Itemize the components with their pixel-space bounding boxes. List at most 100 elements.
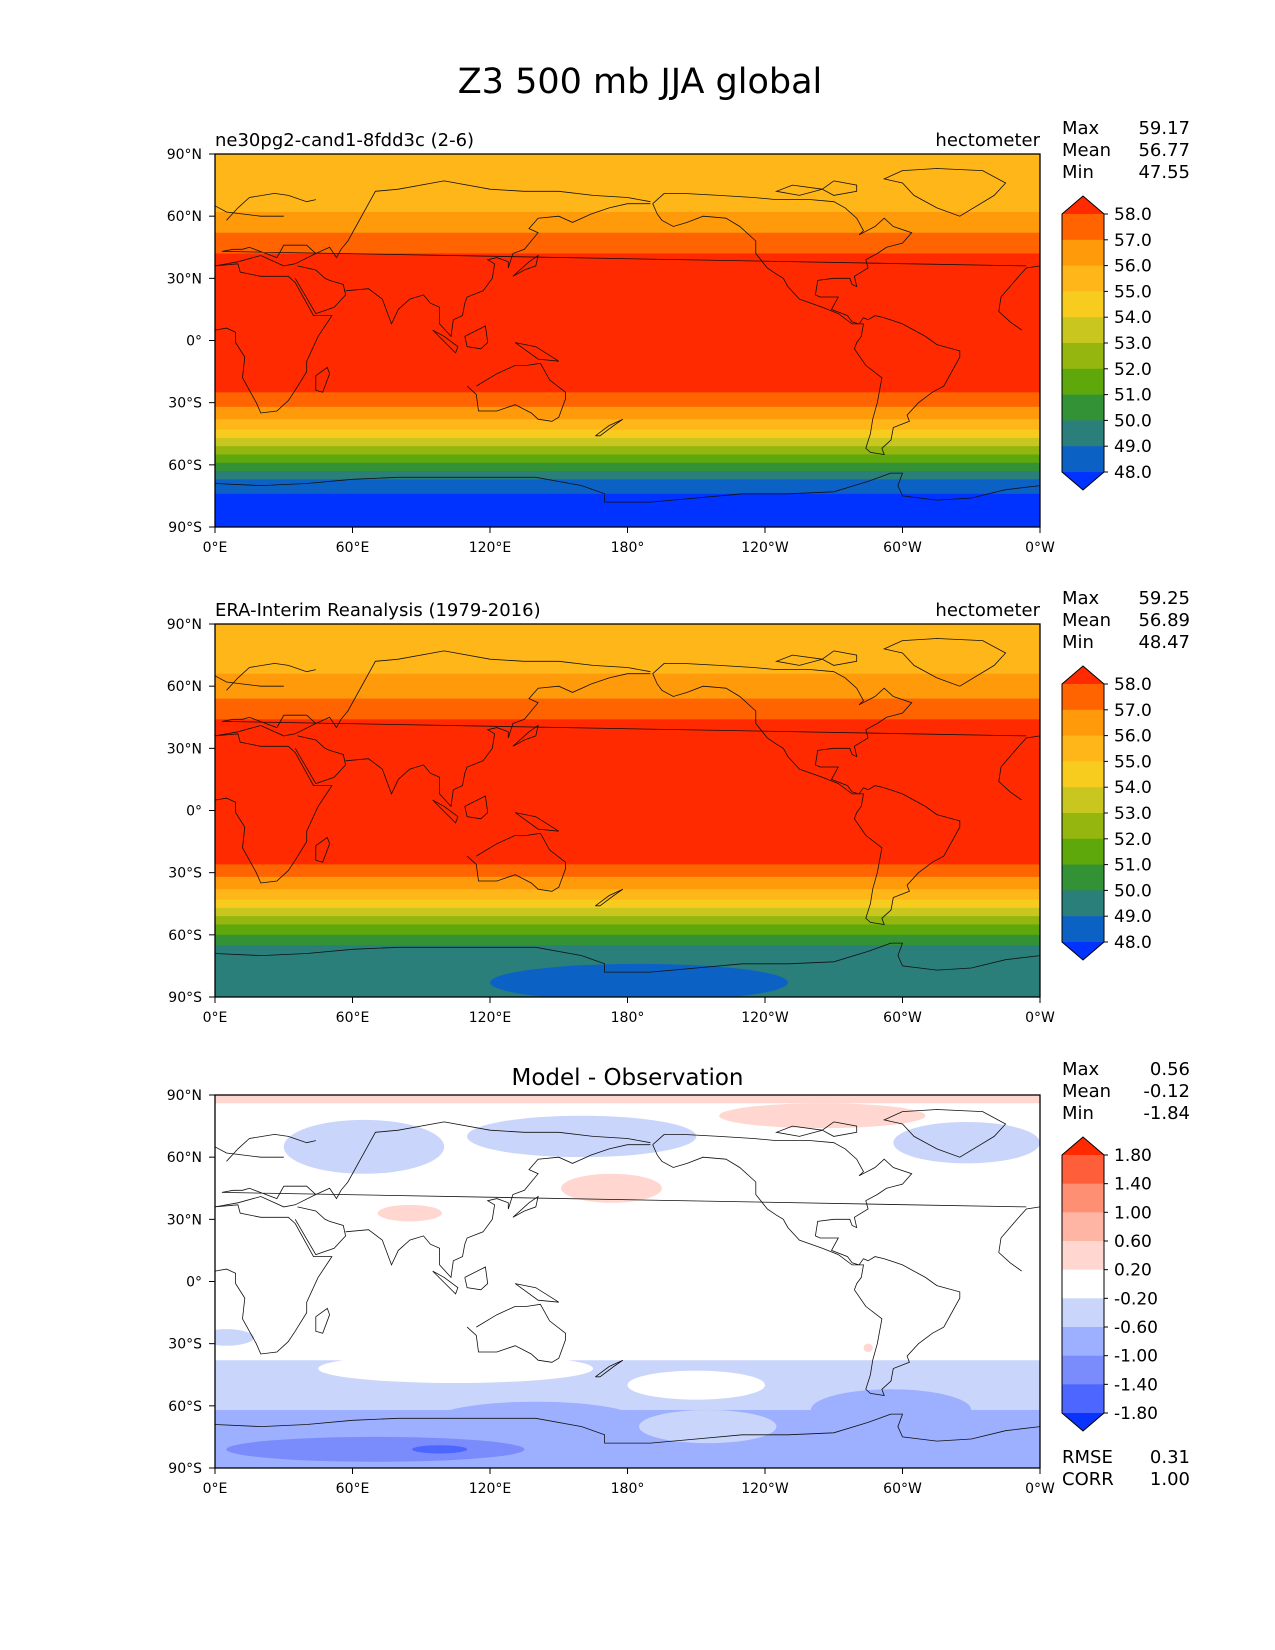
lon-tick-label: 180°: [611, 1481, 645, 1497]
coastline: [215, 942, 1040, 973]
colorbar-segment: [1062, 317, 1104, 344]
lon-tick-label: 0°W: [1025, 1481, 1055, 1497]
contour-band: [215, 876, 1040, 890]
lat-tick-label: 60°S: [168, 1399, 202, 1415]
stat-label: CORR: [1062, 1469, 1114, 1490]
coastline: [466, 832, 566, 892]
contour-anomaly: [377, 1204, 442, 1222]
lat-tick-label: 0°: [186, 334, 202, 350]
colorbar-label: 57.0: [1114, 701, 1152, 721]
stat-value: 0.31: [1150, 1447, 1190, 1468]
coastline: [315, 366, 330, 393]
colorbar-segment: [1062, 1241, 1104, 1271]
colorbar-label: 52.0: [1114, 830, 1152, 850]
lat-tick-label: 30°S: [168, 1337, 202, 1353]
colorbar-segment: [1062, 864, 1104, 891]
stat-label: Min: [1062, 1103, 1094, 1124]
lon-tick-label: 0°W: [1025, 540, 1055, 556]
coastline: [882, 168, 1007, 217]
coastline: [345, 673, 651, 808]
plot-area-difference: [215, 1095, 1040, 1468]
panel-reference: 90°N 60°N 30°N 0° 30°S 60°S 90°S0°E 60°E 120°E 18…: [167, 588, 1190, 1026]
lat-tick-label: 90°S: [168, 520, 202, 536]
panel-difference: 90°N 60°N 30°N 0° 30°S 60°S 90°S0°E 60°E 120°E 18…: [167, 1059, 1190, 1497]
contour-anomaly: [810, 1389, 972, 1431]
colorbar: 1.80 1.40 1.00 0.60 0.20 -0.20 -0.60 -1.00 -1.40…: [1061, 1136, 1158, 1432]
contour-band: [215, 719, 1040, 865]
panel-left-title: ERA-Interim Reanalysis (1979-2016): [215, 600, 541, 621]
coastline: [226, 662, 316, 691]
coastline: [652, 663, 961, 925]
contour-anomaly: [490, 963, 788, 997]
coastline: [652, 193, 961, 455]
colorbar-label: 56.0: [1114, 727, 1152, 747]
lat-tick-label: 0°: [186, 804, 202, 820]
colorbar-extend-top: [1062, 1137, 1104, 1155]
coastline: [514, 342, 560, 362]
coastline: [514, 812, 560, 832]
colorbar-extend-bottom: [1062, 942, 1104, 960]
coastline: [595, 888, 624, 907]
colorbar-segment: [1062, 735, 1104, 762]
colorbar-segment: [1062, 1384, 1104, 1414]
stat-value: -0.12: [1143, 1081, 1190, 1102]
coastline: [215, 472, 1040, 503]
panel-units-label: hectometer: [935, 130, 1040, 151]
lon-tick-label: 60°E: [336, 1481, 370, 1497]
stat-label: Max: [1062, 118, 1100, 139]
coastline: [595, 418, 624, 437]
lon-tick-label: 0°E: [203, 540, 228, 556]
lon-tick-label: 180°: [611, 540, 645, 556]
contour-anomaly: [893, 1121, 1040, 1164]
colorbar: 58.0 57.0 56.0 55.0 54.0 53.0 52.0 51.0 50.0 49.0…: [1061, 195, 1152, 491]
lon-tick-label: 60°W: [883, 540, 922, 556]
colorbar-segment: [1062, 838, 1104, 865]
lon-tick-label: 60°W: [883, 1481, 922, 1497]
lon-tick-label: 120°E: [469, 540, 512, 556]
coastline: [432, 1270, 459, 1295]
coastline: [464, 795, 489, 820]
lon-tick-label: 120°W: [741, 1010, 789, 1026]
stat-label: Mean: [1062, 140, 1111, 161]
lat-tick-label: 30°S: [168, 396, 202, 412]
contour-band: [215, 934, 1040, 946]
colorbar-segment: [1062, 890, 1104, 917]
stat-label: Min: [1062, 632, 1094, 653]
colorbar-segment: [1062, 214, 1104, 241]
colorbar-label: 1.40: [1114, 1175, 1152, 1195]
coastline: [215, 244, 1027, 267]
colorbar-label: 58.0: [1114, 205, 1152, 225]
colorbar-segment: [1062, 1155, 1104, 1185]
lon-tick-label: 60°W: [883, 1010, 922, 1026]
lon-tick-label: 120°W: [741, 1481, 789, 1497]
lat-tick-label: 90°N: [167, 617, 202, 633]
lon-tick-label: 120°E: [469, 1481, 512, 1497]
contour-band: [215, 698, 1040, 720]
lat-tick-label: 90°N: [167, 147, 202, 163]
coastline: [882, 1109, 1007, 1158]
lat-tick-label: 60°N: [167, 679, 202, 695]
coastline: [821, 180, 858, 196]
contour-band: [215, 454, 1040, 464]
coastline: [998, 735, 1040, 801]
lon-tick-label: 60°E: [336, 1010, 370, 1026]
contour-band: [215, 673, 1040, 700]
colorbar-segment: [1062, 1269, 1104, 1299]
colorbar-label: 58.0: [1114, 675, 1152, 695]
coastline: [432, 329, 459, 354]
coastline: [512, 254, 539, 277]
coastline: [215, 263, 333, 414]
coastline: [345, 1144, 651, 1279]
contour-band: [215, 437, 1040, 447]
contour-band: [215, 493, 1040, 527]
colorbar-segment: [1062, 916, 1104, 943]
coastline: [464, 325, 489, 350]
colorbar-label: 1.00: [1114, 1203, 1152, 1223]
coastline: [882, 638, 1007, 687]
colorbar-label: 48.0: [1114, 463, 1152, 483]
colorbar-label: -0.20: [1114, 1289, 1158, 1309]
colorbar-label: 0.20: [1114, 1261, 1152, 1281]
figure-title: Z3 500 mb JJA global: [458, 62, 823, 102]
contour-anomaly: [467, 1115, 697, 1158]
